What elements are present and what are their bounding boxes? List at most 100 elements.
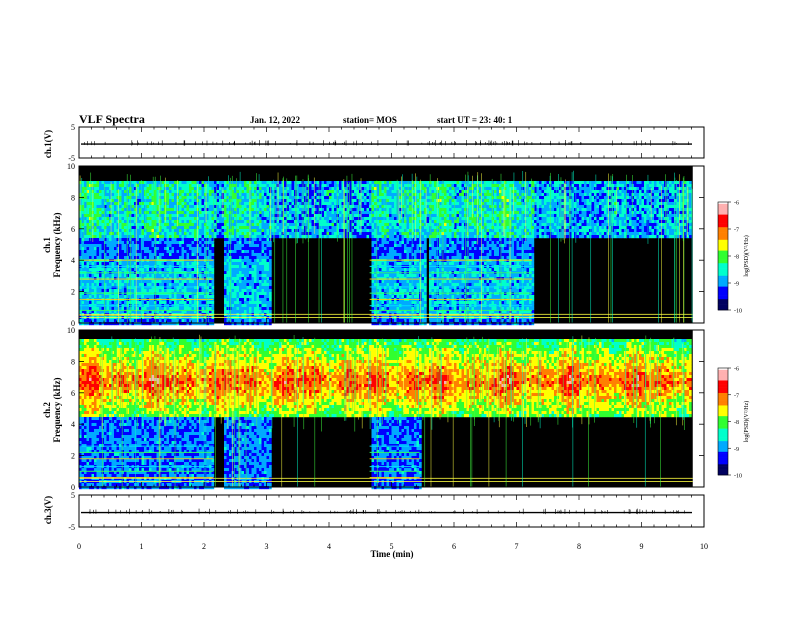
ch1-spectrogram-cell — [122, 238, 125, 241]
ch1-spectrogram-cell — [207, 217, 210, 220]
ch1-spectrogram-cell — [114, 208, 117, 211]
ch1-spectrogram-cell — [209, 214, 212, 217]
ch1-spectrogram-cell — [157, 253, 160, 256]
ch1-spectrogram-cell — [242, 250, 245, 253]
ch1-spectrogram-cell — [192, 247, 195, 250]
ch1-spectrogram-cell — [112, 184, 115, 187]
ch1-spectrogram-cell — [389, 223, 392, 226]
ch1-spectrogram-cell — [127, 280, 130, 283]
ch1-spectrogram-cell — [232, 187, 235, 190]
ch1-spectrogram-cell — [114, 232, 117, 235]
ch1-spectrogram-cell — [384, 256, 387, 259]
ch1-spectrogram-cell — [179, 229, 182, 232]
ch1-spectrogram-cell — [92, 250, 95, 253]
ch1-spectrogram-cell — [149, 202, 152, 205]
ch1-spectrogram-cell — [207, 268, 210, 271]
ch1-spectrogram-cell — [312, 202, 315, 205]
ch1-spectrogram-cell — [124, 190, 127, 193]
ch1-spectrogram-cell — [239, 310, 242, 313]
ch1-spectrogram-cell — [149, 319, 152, 322]
ch1-spectrogram-cell — [189, 196, 192, 199]
ch1-spectrogram-cell — [222, 229, 225, 232]
ch1-spectrogram-cell — [312, 190, 315, 193]
ch1-spectrogram-cell — [132, 241, 135, 244]
ch1-spectrogram-cell — [149, 232, 152, 235]
ch1-spectrogram-cell — [224, 256, 227, 259]
ch1-spectrogram-cell — [137, 289, 140, 292]
ch1-spectrogram-cell — [384, 220, 387, 223]
ch1-spectrogram-cell — [169, 181, 172, 184]
ch1-spectrogram-cell — [132, 238, 135, 241]
ch1-spectrogram-cell — [312, 220, 315, 223]
ch1-spectrogram-cell — [379, 193, 382, 196]
ch1-spectrogram-cell — [354, 205, 357, 208]
ch1-spectrogram-cell — [114, 190, 117, 193]
ch1-spectrogram-cell — [174, 289, 177, 292]
ch1-spectrogram-cell — [167, 190, 170, 193]
ch1-spectrogram-cell — [164, 238, 167, 241]
ch1-spectrogram-cell — [284, 214, 287, 217]
ch1-spectrogram-cell — [157, 247, 160, 250]
ch1-spectrogram-cell — [382, 283, 385, 286]
ch1-spectrogram-cell — [279, 214, 282, 217]
ch1-spectrogram-cell — [114, 238, 117, 241]
ch1-spectrogram-cell — [272, 208, 275, 211]
ch1-spectrogram-cell — [262, 214, 265, 217]
ch1-spectrogram-cell — [389, 193, 392, 196]
ch1-spectrogram-cell — [152, 181, 155, 184]
ch1-spectrogram-cell — [167, 205, 170, 208]
ch1-spectrogram-cell — [269, 247, 272, 250]
ch1-spectrogram-cell — [259, 253, 262, 256]
ch1-spectrogram-cell — [267, 322, 270, 325]
ch1-spectrogram-cell — [149, 301, 152, 304]
ch1-spectrogram-cell — [232, 205, 235, 208]
ch1-spectrogram-cell — [184, 223, 187, 226]
ch1-spectrogram-cell — [109, 280, 112, 283]
ch1-spectrogram-cell — [142, 262, 145, 265]
ch1-spectrogram-cell — [84, 241, 87, 244]
ch1-spectrogram-cell — [374, 289, 377, 292]
ch1-spectrogram-cell — [177, 235, 180, 238]
ch1-spectrogram-cell — [389, 250, 392, 253]
ch1-spectrogram-cell — [217, 181, 220, 184]
ch1-spectrogram-cell — [272, 229, 275, 232]
ch1-spectrogram-cell — [112, 268, 115, 271]
ch1-spectrogram-cell — [164, 280, 167, 283]
ch1-spectrogram-cell — [309, 214, 312, 217]
ch1-spectrogram-cell — [164, 235, 167, 238]
ch1-spectrogram-cell — [127, 289, 130, 292]
ch1-spectrogram-cell — [284, 199, 287, 202]
ch1-spectrogram-cell — [242, 208, 245, 211]
ch1-spectrogram-cell — [252, 232, 255, 235]
ch1-spectrogram-cell — [197, 274, 200, 277]
ch1-spectrogram-cell — [119, 244, 122, 247]
ch1-spectrogram-cell — [112, 181, 115, 184]
ch1-spectrogram-cell — [169, 253, 172, 256]
ch1-spectrogram-cell — [392, 199, 395, 202]
ch1-spectrogram-cell — [367, 235, 370, 238]
ch1-spectrogram-cell — [122, 322, 125, 325]
ch1-spectrogram-cell — [259, 280, 262, 283]
ch1-spectrogram-cell — [389, 301, 392, 304]
ch1-spectrogram-cell — [102, 190, 105, 193]
ch1-spectrogram-cell — [239, 238, 242, 241]
ch1-spectrogram-cell — [174, 229, 177, 232]
ch1-spectrogram-cell — [194, 250, 197, 253]
ch1-spectrogram-cell — [174, 232, 177, 235]
ch1-spectrogram-cell — [339, 184, 342, 187]
ch1-spectrogram-cell — [199, 319, 202, 322]
ch1-spectrogram-cell — [284, 184, 287, 187]
ch1-spectrogram-cell — [132, 214, 135, 217]
ch1-spectrogram-cell — [389, 244, 392, 247]
ch1-spectrogram-cell — [99, 220, 102, 223]
ch1-spectrogram-cell — [247, 184, 250, 187]
ch1-spectrogram-cell — [162, 295, 165, 298]
ch1-spectrogram-cell — [289, 190, 292, 193]
ch1-spectrogram-cell — [247, 295, 250, 298]
ch1-spectrogram-cell — [239, 256, 242, 259]
ch1-spectrogram-cell — [374, 226, 377, 229]
ch1-spectrogram-cell — [147, 283, 150, 286]
ch1-spectrogram-cell — [299, 193, 302, 196]
ch1-spectrogram-cell — [264, 265, 267, 268]
ch1-spectrogram-cell — [207, 247, 210, 250]
